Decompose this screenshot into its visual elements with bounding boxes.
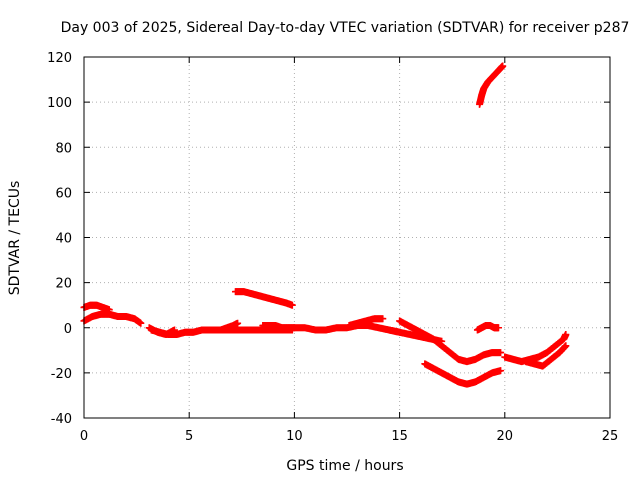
y-tick-label: -20: [51, 367, 72, 382]
data-series-arc-6: [231, 288, 296, 309]
data-series-arc-9: [345, 315, 387, 329]
data-series-arc-14: [476, 62, 507, 108]
y-axis-label: SDTVAR / TECUs: [7, 181, 23, 296]
chart-title: Day 003 of 2025, Sidereal Day-to-day VTE…: [61, 20, 630, 36]
data-series-arc-5: [217, 319, 242, 334]
data-point-marker: [234, 319, 242, 327]
data-points: [80, 62, 570, 388]
data-series-arc-12: [421, 360, 505, 388]
data-point-marker: [170, 326, 178, 334]
data-series-arc-11: [396, 317, 505, 366]
data-series-arc-16: [522, 342, 570, 370]
data-series-arc-4: [145, 324, 178, 339]
x-tick-label: 25: [602, 429, 619, 444]
y-tick-label: 80: [55, 141, 72, 156]
data-point-marker: [288, 301, 296, 309]
y-tick-label: 60: [55, 186, 72, 201]
y-tick-label: 100: [47, 96, 72, 111]
axis-ticks: 0 5 10 15 20 25 -40 -20 0 20 40 60 80 100 120: [47, 51, 618, 444]
data-point-marker: [379, 315, 387, 323]
x-tick-label: 10: [286, 429, 303, 444]
data-series-arc-2: [80, 310, 145, 327]
x-tick-label: 20: [497, 429, 514, 444]
data-series-arc-13: [473, 321, 502, 334]
y-tick-label: 0: [64, 322, 72, 337]
y-tick-label: 20: [55, 277, 72, 292]
data-point-marker: [497, 349, 505, 357]
data-point-marker: [137, 319, 145, 327]
y-tick-label: 120: [47, 51, 72, 66]
data-point-marker: [494, 324, 502, 332]
x-tick-label: 15: [391, 429, 408, 444]
data-point-marker: [499, 62, 507, 70]
x-tick-label: 5: [185, 429, 193, 444]
data-point-marker: [562, 331, 570, 339]
y-tick-label: -40: [51, 412, 72, 427]
data-point-marker: [497, 367, 505, 375]
x-axis-label: GPS time / hours: [286, 458, 403, 474]
x-tick-label: 0: [80, 429, 88, 444]
data-point-marker: [562, 342, 570, 350]
y-tick-label: 40: [55, 232, 72, 247]
